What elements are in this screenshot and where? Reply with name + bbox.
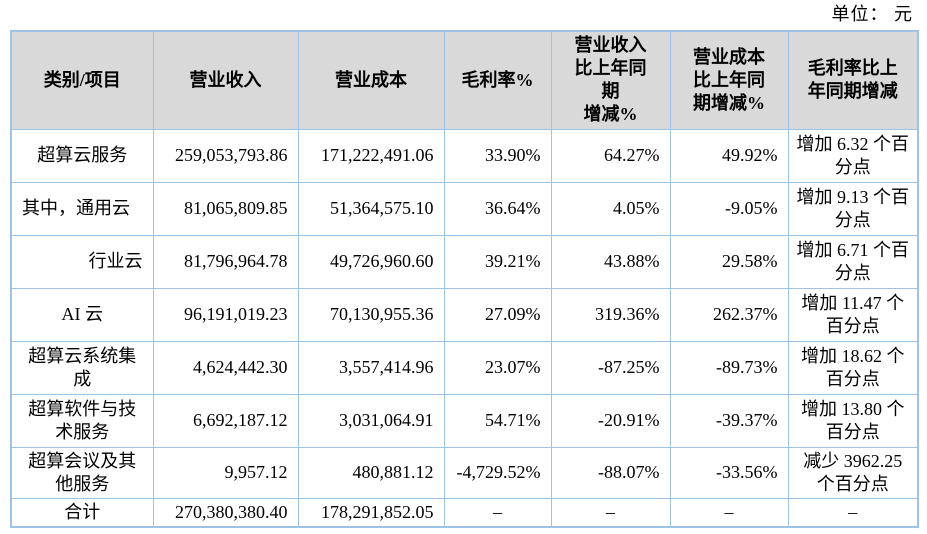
- cell-revenue: 4,624,442.30: [152, 340, 299, 395]
- cell-margin: –: [443, 497, 552, 527]
- cell-margin: 23.07%: [443, 340, 552, 395]
- cell-cost: 171,222,491.06: [297, 128, 445, 183]
- cell-cost-change: -89.73%: [669, 340, 789, 395]
- cell-revenue: 270,380,380.40: [152, 497, 299, 527]
- cell-cost-change: –: [669, 497, 789, 527]
- cell-category: 行业云: [10, 234, 154, 289]
- cell-cost-change: 49.92%: [669, 128, 789, 183]
- cell-revenue-change: -88.07%: [550, 446, 671, 499]
- cell-cost-change: -39.37%: [669, 393, 789, 448]
- cell-margin: 33.90%: [443, 128, 552, 183]
- col-header-revenue-change: 营业收入 比上年同 期 增减%: [550, 30, 671, 130]
- cell-margin-change: 增加 13.80 个百分点: [787, 393, 919, 448]
- cell-margin: 54.71%: [443, 393, 552, 448]
- col-header-category: 类别/项目: [10, 30, 154, 130]
- cell-margin: -4,729.52%: [443, 446, 552, 499]
- cell-category: 超算云服务: [10, 128, 154, 183]
- cell-cost: 3,031,064.91: [297, 393, 445, 448]
- col-header-revenue: 营业收入: [152, 30, 299, 130]
- header-row: 类别/项目 营业收入 营业成本 毛利率% 营业收入 比上年同 期 增减% 营业成…: [10, 30, 919, 130]
- cell-revenue: 81,065,809.85: [152, 181, 299, 236]
- table-row: 超算云服务 259,053,793.86 171,222,491.06 33.90% 6…: [10, 128, 919, 183]
- cell-margin: 36.64%: [443, 181, 552, 236]
- cell-cost: 70,130,955.36: [297, 287, 445, 342]
- cell-cost: 178,291,852.05: [297, 497, 445, 527]
- cell-margin-change: 增加 6.71 个百分点: [787, 234, 919, 289]
- cell-margin-change: 增加 18.62 个百分点: [787, 340, 919, 395]
- cell-cost-change: 29.58%: [669, 234, 789, 289]
- cell-revenue: 96,191,019.23: [152, 287, 299, 342]
- unit-label: 单位： 元: [831, 4, 913, 24]
- cell-revenue-change: -87.25%: [550, 340, 671, 395]
- cell-category: 超算软件与技术服务: [10, 393, 154, 448]
- table-header: 类别/项目 营业收入 营业成本 毛利率% 营业收入 比上年同 期 增减% 营业成…: [10, 30, 919, 130]
- table-row: 合计 270,380,380.40 178,291,852.05– – – –: [10, 497, 919, 527]
- cell-category: 超算云系统集成: [10, 340, 154, 395]
- cell-cost-change: 262.37%: [669, 287, 789, 342]
- cell-revenue-change: 64.27%: [550, 128, 671, 183]
- cell-revenue: 9,957.12: [152, 446, 299, 499]
- cell-revenue: 81,796,964.78: [152, 234, 299, 289]
- table-row: 行业云 81,796,964.78 49,726,960.60 39.21% 43.88…: [10, 234, 919, 289]
- cell-cost: 51,364,575.10: [297, 181, 445, 236]
- table-row: 超算会议及其他服务 9,957.12 480,881.12 -4,729.52% -88…: [10, 446, 919, 499]
- cell-category: 其中，通用云: [10, 181, 154, 236]
- cell-margin-change: –: [787, 497, 919, 527]
- table-row: 其中，通用云 81,065,809.85 51,364,575.10 36.64% 4.…: [10, 181, 919, 236]
- cell-margin: 27.09%: [443, 287, 552, 342]
- cell-revenue-change: 319.36%: [550, 287, 671, 342]
- cell-cost: 49,726,960.60: [297, 234, 445, 289]
- cell-revenue-change: -20.91%: [550, 393, 671, 448]
- cell-cost: 3,557,414.96: [297, 340, 445, 395]
- cell-margin-change: 增加 11.47 个百分点: [787, 287, 919, 342]
- cell-margin-change: 减少 3962.25 个百分点: [787, 446, 919, 499]
- table-row: 超算云系统集成 4,624,442.30 3,557,414.96 23.07% -87…: [10, 340, 919, 395]
- cell-category: AI 云: [10, 287, 154, 342]
- cell-margin-change: 增加 6.32 个百分点: [787, 128, 919, 183]
- cell-revenue-change: 4.05%: [550, 181, 671, 236]
- table-row: AI 云 96,191,019.23 70,130,955.36 27.09% 319.…: [10, 287, 919, 342]
- cell-revenue-change: –: [550, 497, 671, 527]
- table-row: 超算软件与技术服务 6,692,187.12 3,031,064.91 54.71% -…: [10, 393, 919, 448]
- col-header-margin-change: 毛利率比上 年同期增减: [787, 30, 919, 130]
- cell-category: 合计: [10, 497, 154, 527]
- table-body: 超算云服务 259,053,793.86 171,222,491.06 33.90% 6…: [10, 128, 919, 527]
- financial-table: 类别/项目 营业收入 营业成本 毛利率% 营业收入 比上年同 期 增减% 营业成…: [10, 30, 919, 528]
- cell-revenue: 6,692,187.12: [152, 393, 299, 448]
- cell-cost: 480,881.12: [297, 446, 445, 499]
- col-header-margin: 毛利率%: [443, 30, 552, 130]
- cell-cost-change: -33.56%: [669, 446, 789, 499]
- cell-revenue: 259,053,793.86: [152, 128, 299, 183]
- cell-margin: 39.21%: [443, 234, 552, 289]
- col-header-cost: 营业成本: [297, 30, 445, 130]
- cell-margin-change: 增加 9.13 个百分点: [787, 181, 919, 236]
- cell-category: 超算会议及其他服务: [10, 446, 154, 499]
- cell-revenue-change: 43.88%: [550, 234, 671, 289]
- cell-cost-change: -9.05%: [669, 181, 789, 236]
- col-header-cost-change: 营业成本 比上年同 期增减%: [669, 30, 789, 130]
